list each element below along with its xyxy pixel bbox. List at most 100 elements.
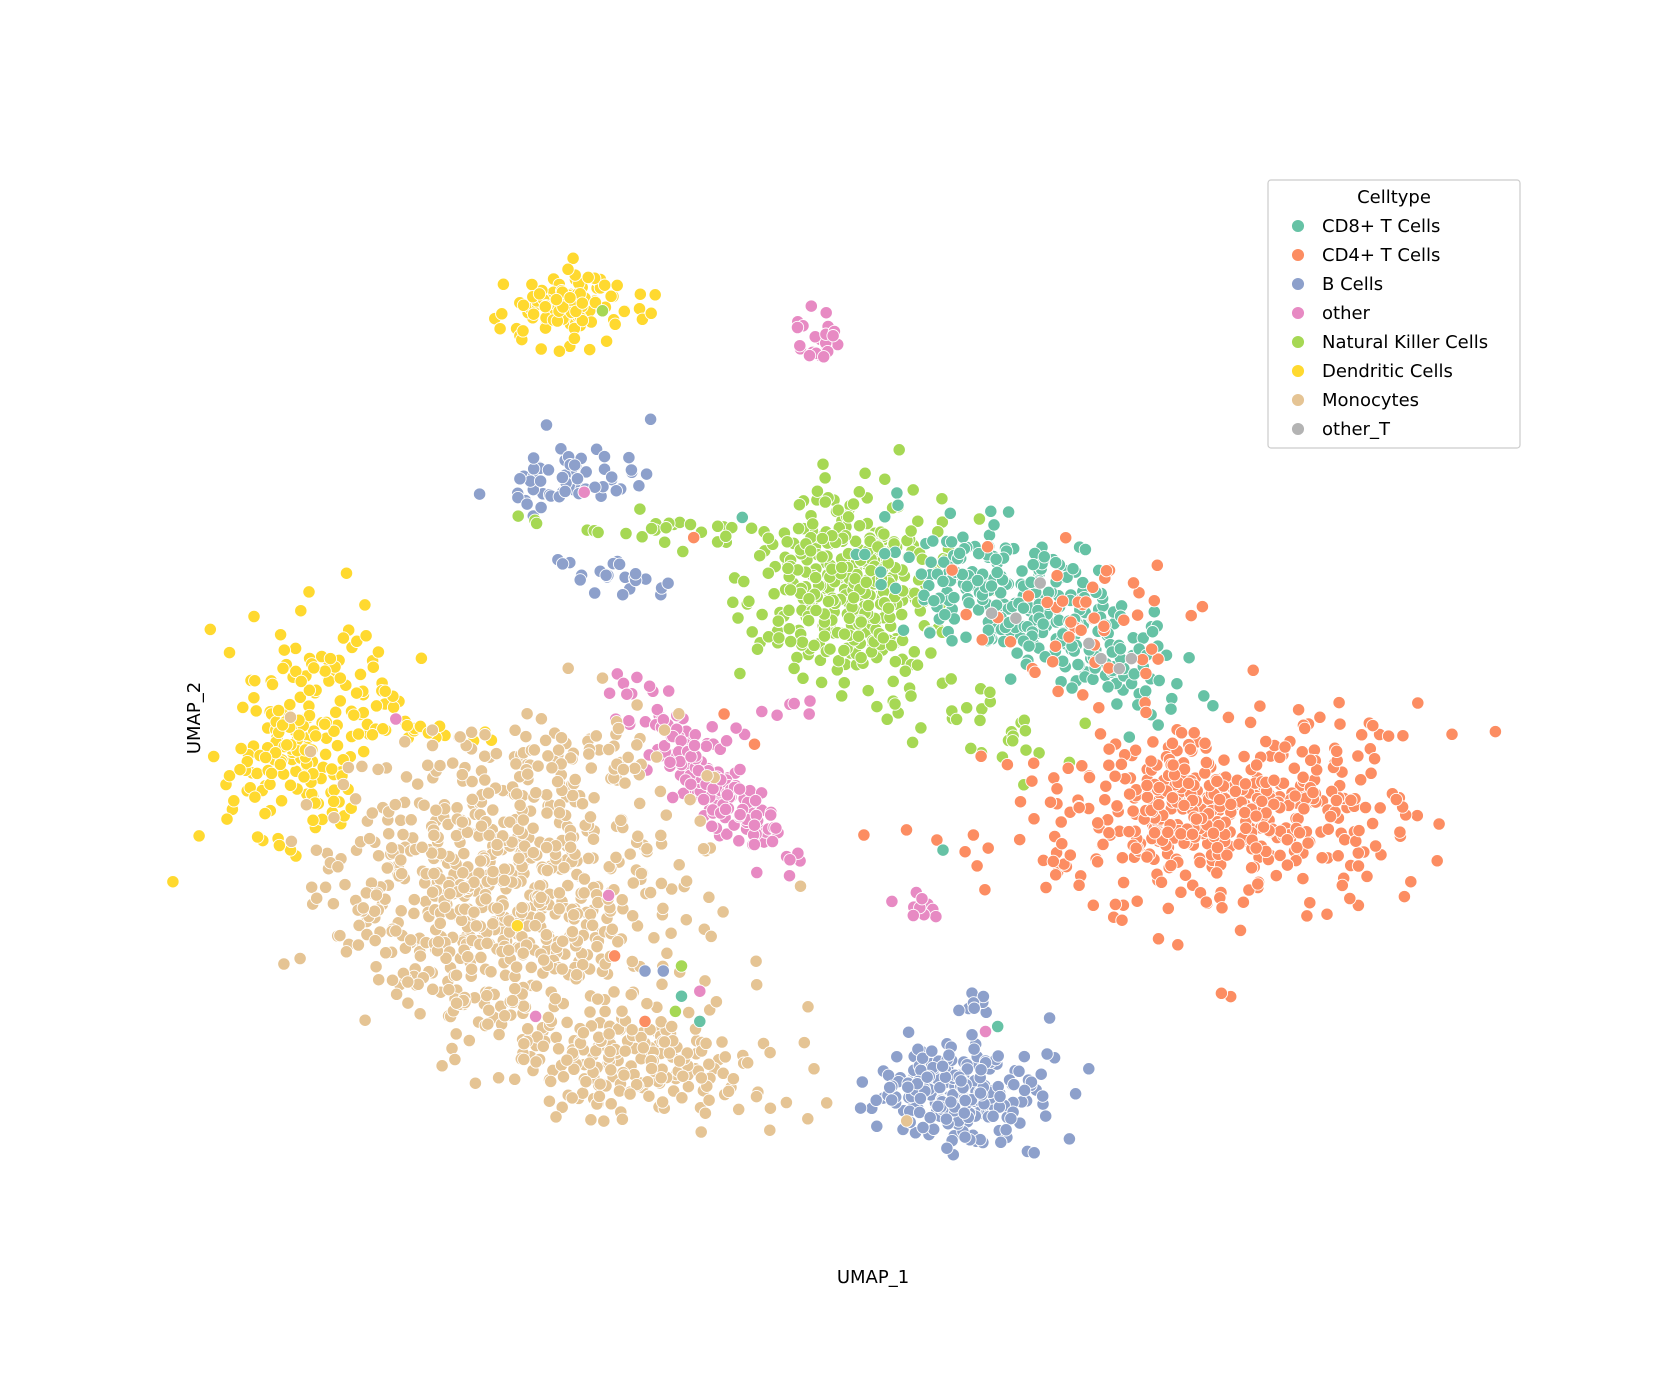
data-point-cluster-18 — [602, 860, 616, 874]
data-point-cluster-11 — [1026, 557, 1040, 572]
data-point-cluster-15 — [610, 667, 624, 681]
data-point-cluster-8 — [755, 607, 769, 622]
data-point-cluster-18 — [653, 784, 668, 799]
data-point-cluster-20 — [593, 1077, 607, 1091]
data-point-cluster-13 — [1090, 855, 1105, 869]
data-point-cluster-18 — [411, 777, 425, 791]
data-point-cluster-19 — [616, 762, 631, 777]
data-point-cluster-13 — [1267, 773, 1281, 787]
data-point-cluster-13 — [1246, 663, 1260, 677]
data-point-outlier — [693, 1014, 707, 1029]
data-point-cluster-13 — [1178, 868, 1193, 882]
data-point-cluster-8 — [851, 629, 866, 643]
data-point-cluster-21 — [482, 1003, 496, 1017]
data-point-cluster-18 — [293, 951, 307, 966]
data-point-cluster-12 — [1022, 639, 1036, 653]
data-point-cluster-19 — [545, 761, 559, 775]
data-point-cluster-13 — [1259, 734, 1273, 749]
data-point-cluster-9 — [791, 521, 806, 536]
data-point-cluster-13 — [1166, 758, 1180, 772]
data-point-cluster-18 — [469, 919, 483, 933]
data-point-cluster-20 — [565, 1091, 579, 1105]
data-point-cluster-1 — [207, 749, 221, 764]
data-point-cluster-19 — [478, 773, 492, 787]
data-point-cluster-11 — [959, 630, 973, 644]
data-point-cluster-15 — [782, 869, 797, 883]
data-point-cluster-13 — [1174, 827, 1188, 841]
data-point-cluster-13 — [1102, 758, 1116, 772]
data-point-cluster-18 — [679, 913, 693, 927]
data-point-cluster-13 — [1096, 837, 1110, 852]
data-point-cluster-6 — [1036, 1089, 1050, 1103]
data-point-cluster-21 — [339, 945, 354, 959]
data-point-cluster-20 — [604, 1063, 618, 1077]
data-point-cluster-19 — [478, 728, 492, 742]
data-point-cluster-13 — [1050, 782, 1064, 796]
data-point-cluster-14 — [959, 607, 973, 622]
data-point-cluster-15 — [642, 679, 657, 693]
data-point-cluster-9 — [619, 526, 633, 541]
data-point-cluster-18 — [490, 837, 504, 852]
data-point-cluster-8 — [846, 497, 861, 511]
data-point-cluster-19 — [611, 721, 626, 736]
data-point-cluster-1 — [307, 661, 321, 675]
data-point-cluster-1 — [273, 757, 287, 772]
data-point-cluster-14 — [1086, 580, 1100, 594]
data-point-cluster-13 — [1140, 850, 1154, 864]
data-point-cluster-10 — [1032, 746, 1046, 760]
data-point-outlier — [389, 712, 403, 726]
data-point-cluster-15 — [747, 837, 762, 852]
data-point-cluster-1 — [325, 762, 339, 776]
data-point-cluster-11 — [923, 626, 937, 640]
data-point-cluster-18 — [584, 761, 598, 775]
data-point-cluster-6 — [974, 1063, 988, 1077]
data-point-cluster-13 — [1161, 825, 1175, 839]
data-point-cluster-21 — [389, 924, 403, 938]
data-point-cluster-13 — [1330, 744, 1344, 758]
data-point-cluster-20 — [763, 1123, 777, 1137]
data-point-cluster-13 — [1373, 801, 1387, 815]
legend-marker — [1291, 219, 1305, 233]
data-point-cluster-19 — [541, 749, 555, 763]
data-point-cluster-20 — [709, 995, 724, 1009]
data-point-cluster-1 — [258, 806, 272, 821]
data-point-cluster-13 — [974, 749, 988, 763]
data-point-cluster-18 — [590, 939, 604, 954]
data-point-cluster-8 — [802, 592, 816, 606]
data-point-cluster-15 — [666, 790, 680, 805]
data-point-cluster-5 — [573, 573, 587, 587]
data-point-outlier — [674, 959, 689, 973]
data-point-cluster-0 — [552, 344, 567, 358]
data-point-cluster-8 — [904, 689, 918, 703]
data-point-cluster-21 — [481, 1017, 495, 1031]
data-point-cluster-8 — [823, 642, 837, 656]
data-point-cluster-13 — [1146, 735, 1160, 749]
data-point-cluster-20 — [694, 1071, 709, 1085]
data-point-cluster-4 — [541, 463, 556, 477]
data-point-cluster-8 — [804, 544, 818, 558]
data-point-cluster-18 — [310, 891, 324, 905]
data-point-cluster-19 — [630, 738, 644, 752]
data-point-cluster-1 — [276, 661, 290, 676]
data-point-cluster-18 — [303, 744, 318, 759]
data-point-cluster-18 — [365, 806, 379, 820]
data-point-cluster-20 — [604, 1097, 618, 1111]
data-point-cluster-12 — [1113, 642, 1128, 656]
data-point-cluster-4 — [579, 465, 593, 479]
data-point-cluster-13 — [1278, 740, 1292, 754]
data-point-cluster-18 — [552, 886, 567, 900]
data-point-cluster-18 — [457, 846, 471, 861]
data-point-cluster-13 — [1025, 774, 1039, 788]
data-point-cluster-7 — [952, 1003, 966, 1018]
data-point-cluster-13 — [1358, 800, 1373, 815]
data-point-cluster-19 — [465, 792, 479, 807]
data-point-cluster-13 — [1164, 858, 1178, 873]
data-point-outlier — [668, 1004, 683, 1019]
data-point-cluster-4 — [513, 472, 527, 486]
data-point-cluster-4 — [511, 490, 525, 505]
data-point-cluster-0 — [608, 317, 622, 331]
data-point-cluster-15 — [684, 777, 698, 791]
data-point-cluster-6 — [1062, 1132, 1077, 1146]
data-point-cluster-1 — [358, 598, 372, 612]
data-point-cluster-16 — [705, 720, 719, 734]
